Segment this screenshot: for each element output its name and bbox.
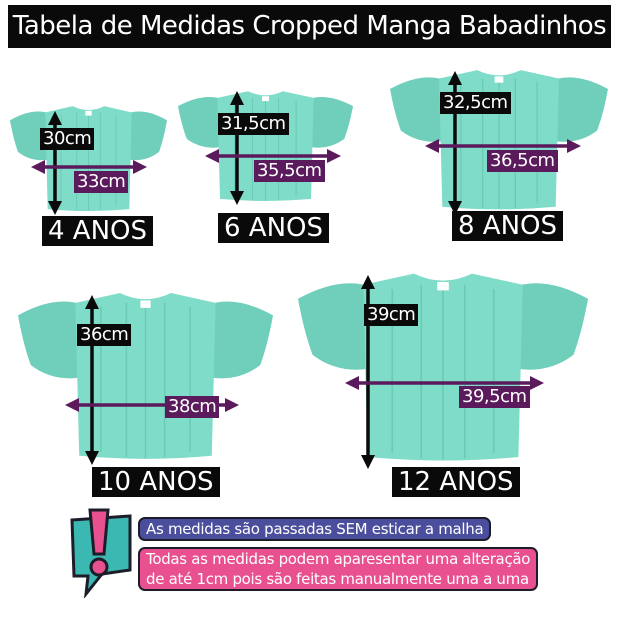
length-label: 31,5cm: [218, 113, 289, 135]
length-label: 36cm: [77, 324, 132, 346]
shirt-illustration: [390, 70, 608, 210]
shirt-4-anos: [10, 103, 167, 213]
shirt-illustration: [298, 273, 588, 461]
shirt-6-anos: [178, 88, 353, 203]
age-label: 6 ANOS: [218, 213, 330, 243]
width-label: 36,5cm: [487, 150, 558, 172]
width-label: 35,5cm: [254, 160, 325, 182]
shirt-illustration: [10, 106, 167, 212]
length-label: 39cm: [364, 304, 419, 326]
shirt-10-anos: [18, 288, 273, 462]
length-label: 30cm: [40, 128, 95, 150]
width-label: 39,5cm: [459, 386, 530, 408]
shirt-12-anos: [298, 268, 588, 464]
length-label: 32,5cm: [440, 92, 511, 114]
width-label: 33cm: [74, 171, 129, 193]
age-label: 12 ANOS: [392, 467, 520, 497]
note-tolerance: Todas as medidas podem aparesentar uma a…: [138, 547, 539, 591]
page-title: Tabela de Medidas Cropped Manga Babadinh…: [8, 5, 611, 48]
age-label: 4 ANOS: [42, 216, 154, 246]
age-label: 10 ANOS: [92, 467, 220, 497]
age-label: 8 ANOS: [452, 211, 564, 241]
note-no-stretch: As medidas são passadas SEM esticar a ma…: [138, 517, 492, 541]
shirt-illustration: [18, 292, 273, 459]
exclamation-speech-bubble-icon: [70, 508, 132, 598]
shirt-illustration: [178, 91, 353, 201]
shirt-8-anos: [390, 66, 608, 212]
note-tolerance-line2: de até 1cm pois são feitas manualmente u…: [146, 570, 529, 588]
width-label: 38cm: [165, 396, 220, 418]
note-tolerance-line1: Todas as medidas podem aparesentar uma a…: [146, 550, 531, 568]
